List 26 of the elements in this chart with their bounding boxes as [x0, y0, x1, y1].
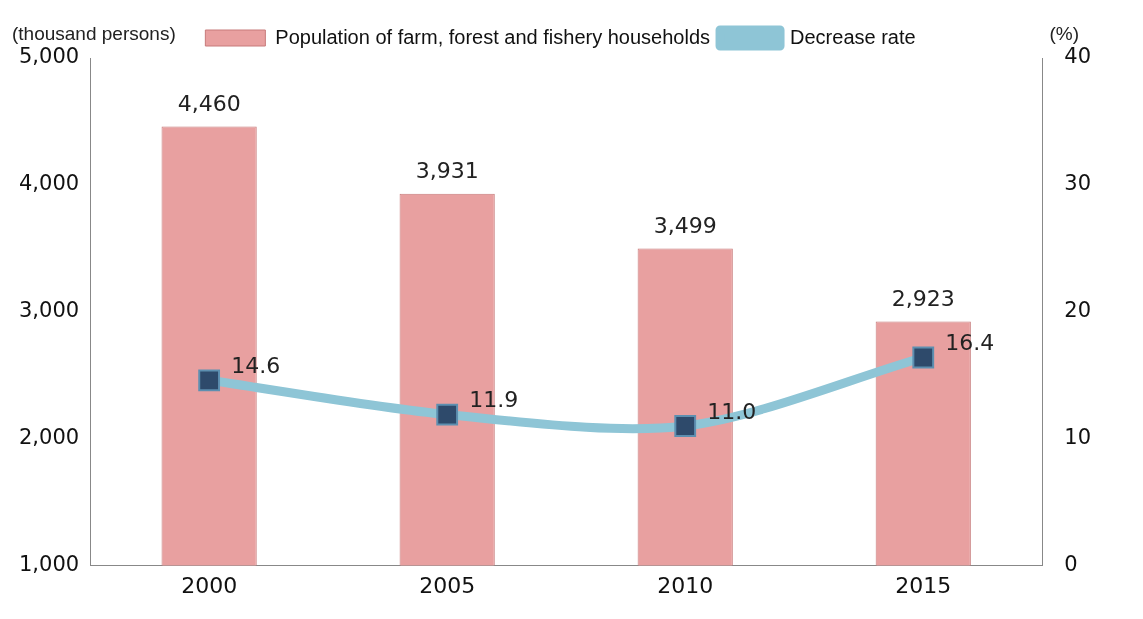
legend-label: Population of farm, forest and fishery households: [275, 25, 711, 48]
data-label: 11.9: [469, 387, 519, 413]
y2-tick-label: 10: [1064, 425, 1092, 450]
x-tick-label: 2010: [657, 572, 714, 598]
y2-tick-label: 0: [1064, 552, 1078, 577]
data-label: 11.0: [707, 398, 757, 424]
data-label: 3,931: [415, 158, 479, 184]
data-label: 2,923: [891, 286, 955, 312]
y2-tick-label: 20: [1064, 298, 1092, 323]
data-label: 14.6: [231, 353, 281, 379]
y-tick-label: 2,000: [18, 425, 80, 450]
data-label: 16.4: [945, 330, 995, 356]
x-tick-label: 2000: [181, 572, 238, 598]
y-tick-label: 4,000: [18, 171, 80, 196]
y2-tick-label: 40: [1064, 44, 1092, 69]
x-tick-label: 2015: [895, 572, 952, 598]
data-label: 4,460: [177, 91, 241, 117]
legend-label: Decrease rate: [790, 25, 916, 48]
y-tick-label: 1,000: [18, 552, 80, 577]
y2-tick-label: 30: [1064, 171, 1092, 196]
y2-axis-title: (%): [1049, 22, 1080, 44]
y-tick-label: 3,000: [18, 298, 80, 323]
x-tick-label: 2005: [419, 572, 476, 598]
y-tick-label: 5,000: [18, 44, 80, 69]
data-label: 3,499: [653, 213, 717, 239]
y-axis-title: (thousand persons): [12, 22, 176, 44]
